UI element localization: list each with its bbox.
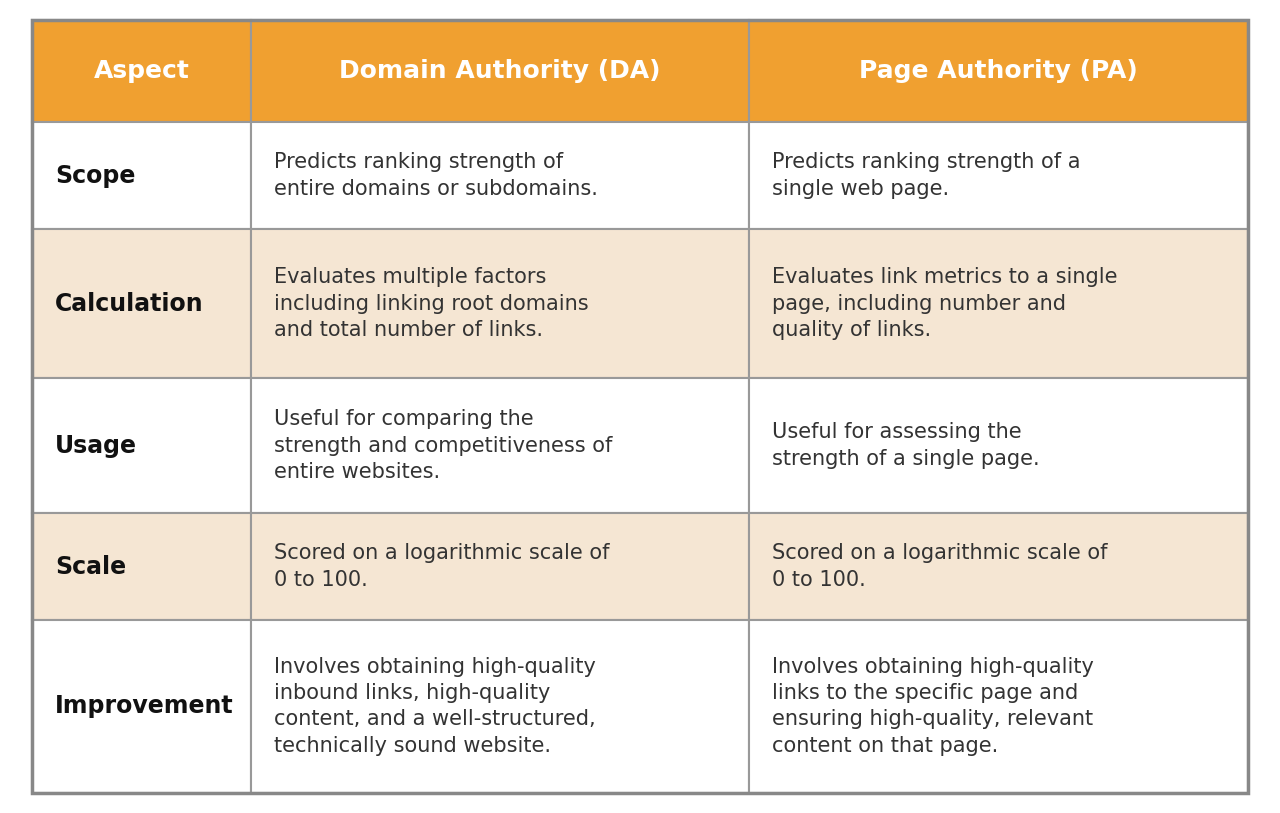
Text: Scale: Scale (55, 554, 127, 579)
Bar (251, 122, 750, 229)
Text: Calculation: Calculation (55, 292, 204, 315)
Bar (251, 513, 750, 620)
Bar (749, 513, 1248, 620)
Bar (749, 620, 1248, 793)
Text: Aspect: Aspect (93, 59, 189, 83)
Text: Domain Authority (DA): Domain Authority (DA) (339, 59, 660, 83)
Text: Evaluates multiple factors
including linking root domains
and total number of li: Evaluates multiple factors including lin… (274, 267, 589, 340)
Bar (32, 229, 251, 378)
Bar (251, 620, 750, 793)
Text: Predicts ranking strength of a
single web page.: Predicts ranking strength of a single we… (772, 153, 1082, 199)
Bar (749, 229, 1248, 378)
Text: Improvement: Improvement (55, 694, 234, 718)
Text: Involves obtaining high-quality
inbound links, high-quality
content, and a well-: Involves obtaining high-quality inbound … (274, 657, 595, 756)
Text: Scored on a logarithmic scale of
0 to 100.: Scored on a logarithmic scale of 0 to 10… (274, 543, 609, 589)
Text: Page Authority (PA): Page Authority (PA) (859, 59, 1138, 83)
Bar (749, 122, 1248, 229)
Text: Evaluates link metrics to a single
page, including number and
quality of links.: Evaluates link metrics to a single page,… (772, 267, 1117, 340)
Bar (251, 20, 750, 122)
Text: Usage: Usage (55, 433, 137, 458)
Bar (251, 229, 750, 378)
Text: Predicts ranking strength of
entire domains or subdomains.: Predicts ranking strength of entire doma… (274, 153, 598, 199)
Bar (32, 513, 251, 620)
Text: Useful for assessing the
strength of a single page.: Useful for assessing the strength of a s… (772, 423, 1041, 469)
Text: Useful for comparing the
strength and competitiveness of
entire websites.: Useful for comparing the strength and co… (274, 409, 612, 482)
Bar (32, 378, 251, 513)
Bar (32, 20, 251, 122)
Bar (251, 378, 750, 513)
Bar (32, 122, 251, 229)
Text: Scope: Scope (55, 163, 136, 188)
Text: Involves obtaining high-quality
links to the specific page and
ensuring high-qua: Involves obtaining high-quality links to… (772, 657, 1094, 756)
Text: Scored on a logarithmic scale of
0 to 100.: Scored on a logarithmic scale of 0 to 10… (772, 543, 1108, 589)
Bar (32, 620, 251, 793)
Bar (749, 378, 1248, 513)
Bar (749, 20, 1248, 122)
